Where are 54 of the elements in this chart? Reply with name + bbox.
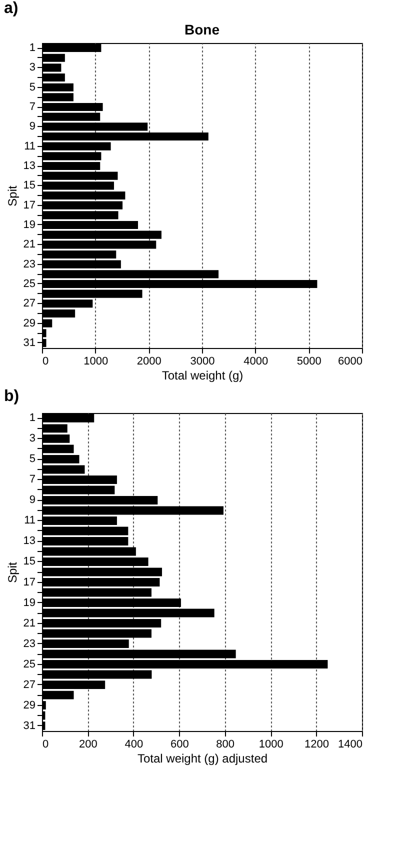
y-tick-label: 3 [29,62,36,74]
x-tick-label: 600 [170,738,189,750]
x-tick-label: 1200 [304,738,330,750]
y-tick-label: 11 [24,140,36,152]
y-tick-label: 3 [29,432,36,445]
x-tick-label: 0 [42,356,49,368]
y-tick-label: 7 [29,474,36,486]
y-tick-label: 23 [23,258,36,270]
x-tick-label: 200 [79,738,98,750]
x-tick-label: 800 [216,738,235,750]
x-tick-label: 5000 [296,356,322,368]
y-tick-label: 17 [23,576,36,588]
chart-title: Bone [184,22,220,38]
y-tick-label: 31 [23,336,36,349]
text: b) [3,388,20,406]
y-tick-label: 19 [23,218,36,231]
y-tick-label: 15 [23,556,36,568]
x-tick-label: 1400 [338,738,362,750]
y-tick-label: 23 [23,638,36,650]
y-axis-title: Spit [5,185,20,206]
y-tick-label: 31 [23,720,36,732]
y-tick-label: 13 [23,160,36,172]
y-tick-label: 7 [29,101,36,114]
x-tick-label: 400 [124,738,144,750]
y-tick-label: 13 [23,535,36,548]
y-tick-label: 9 [29,120,36,133]
x-axis-title: Total weight (g) adjusted [137,752,268,766]
x-tick-label: 2000 [136,356,162,368]
y-tick-label: 15 [23,180,36,192]
y-tick-label: 17 [23,199,36,212]
y-tick-label: 29 [23,699,36,712]
y-tick-label: 29 [23,317,36,330]
y-tick-label: 27 [23,678,36,691]
y-tick-label: 11 [24,514,36,527]
x-tick-label: 0 [42,738,49,750]
y-tick-label: 25 [23,278,36,290]
x-tick-label: 1000 [84,356,108,368]
x-tick-label: 1000 [258,738,284,750]
y-tick-label: 5 [29,453,36,466]
x-tick-label: 4000 [244,356,268,368]
x-axis-title: Total weight (g) [162,368,244,382]
y-tick-label: 21 [23,617,36,630]
y-tick-label: 27 [23,298,36,310]
y-tick-label: 1 [29,412,36,424]
text: a) [3,0,20,18]
y-tick-label: 25 [23,658,36,670]
y-tick-label: 5 [29,81,36,94]
x-tick-label: 6000 [338,356,362,368]
x-tick-label: 3000 [190,356,215,368]
y-axis-title: Spit [5,562,20,583]
y-tick-label: 19 [23,596,36,609]
y-tick-label: 1 [29,42,36,54]
y-tick-label: 21 [23,238,36,251]
y-tick-label: 9 [29,494,36,506]
